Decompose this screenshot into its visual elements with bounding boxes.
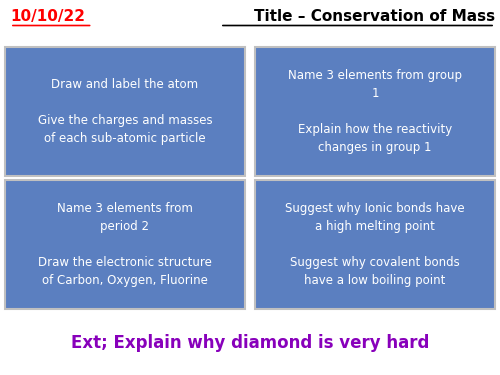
FancyBboxPatch shape (5, 47, 245, 176)
FancyBboxPatch shape (255, 47, 495, 176)
Text: Suggest why Ionic bonds have
a high melting point

Suggest why covalent bonds
ha: Suggest why Ionic bonds have a high melt… (285, 202, 465, 287)
FancyBboxPatch shape (255, 180, 495, 309)
Text: Draw and label the atom

Give the charges and masses
of each sub-atomic particle: Draw and label the atom Give the charges… (38, 78, 212, 145)
Text: Title – Conservation of Mass: Title – Conservation of Mass (254, 9, 495, 24)
Text: 10/10/22: 10/10/22 (10, 9, 85, 24)
Text: Name 3 elements from
period 2

Draw the electronic structure
of Carbon, Oxygen, : Name 3 elements from period 2 Draw the e… (38, 202, 212, 287)
FancyBboxPatch shape (5, 180, 245, 309)
Text: Name 3 elements from group
1

Explain how the reactivity
changes in group 1: Name 3 elements from group 1 Explain how… (288, 69, 462, 154)
Text: Ext; Explain why diamond is very hard: Ext; Explain why diamond is very hard (71, 334, 429, 352)
